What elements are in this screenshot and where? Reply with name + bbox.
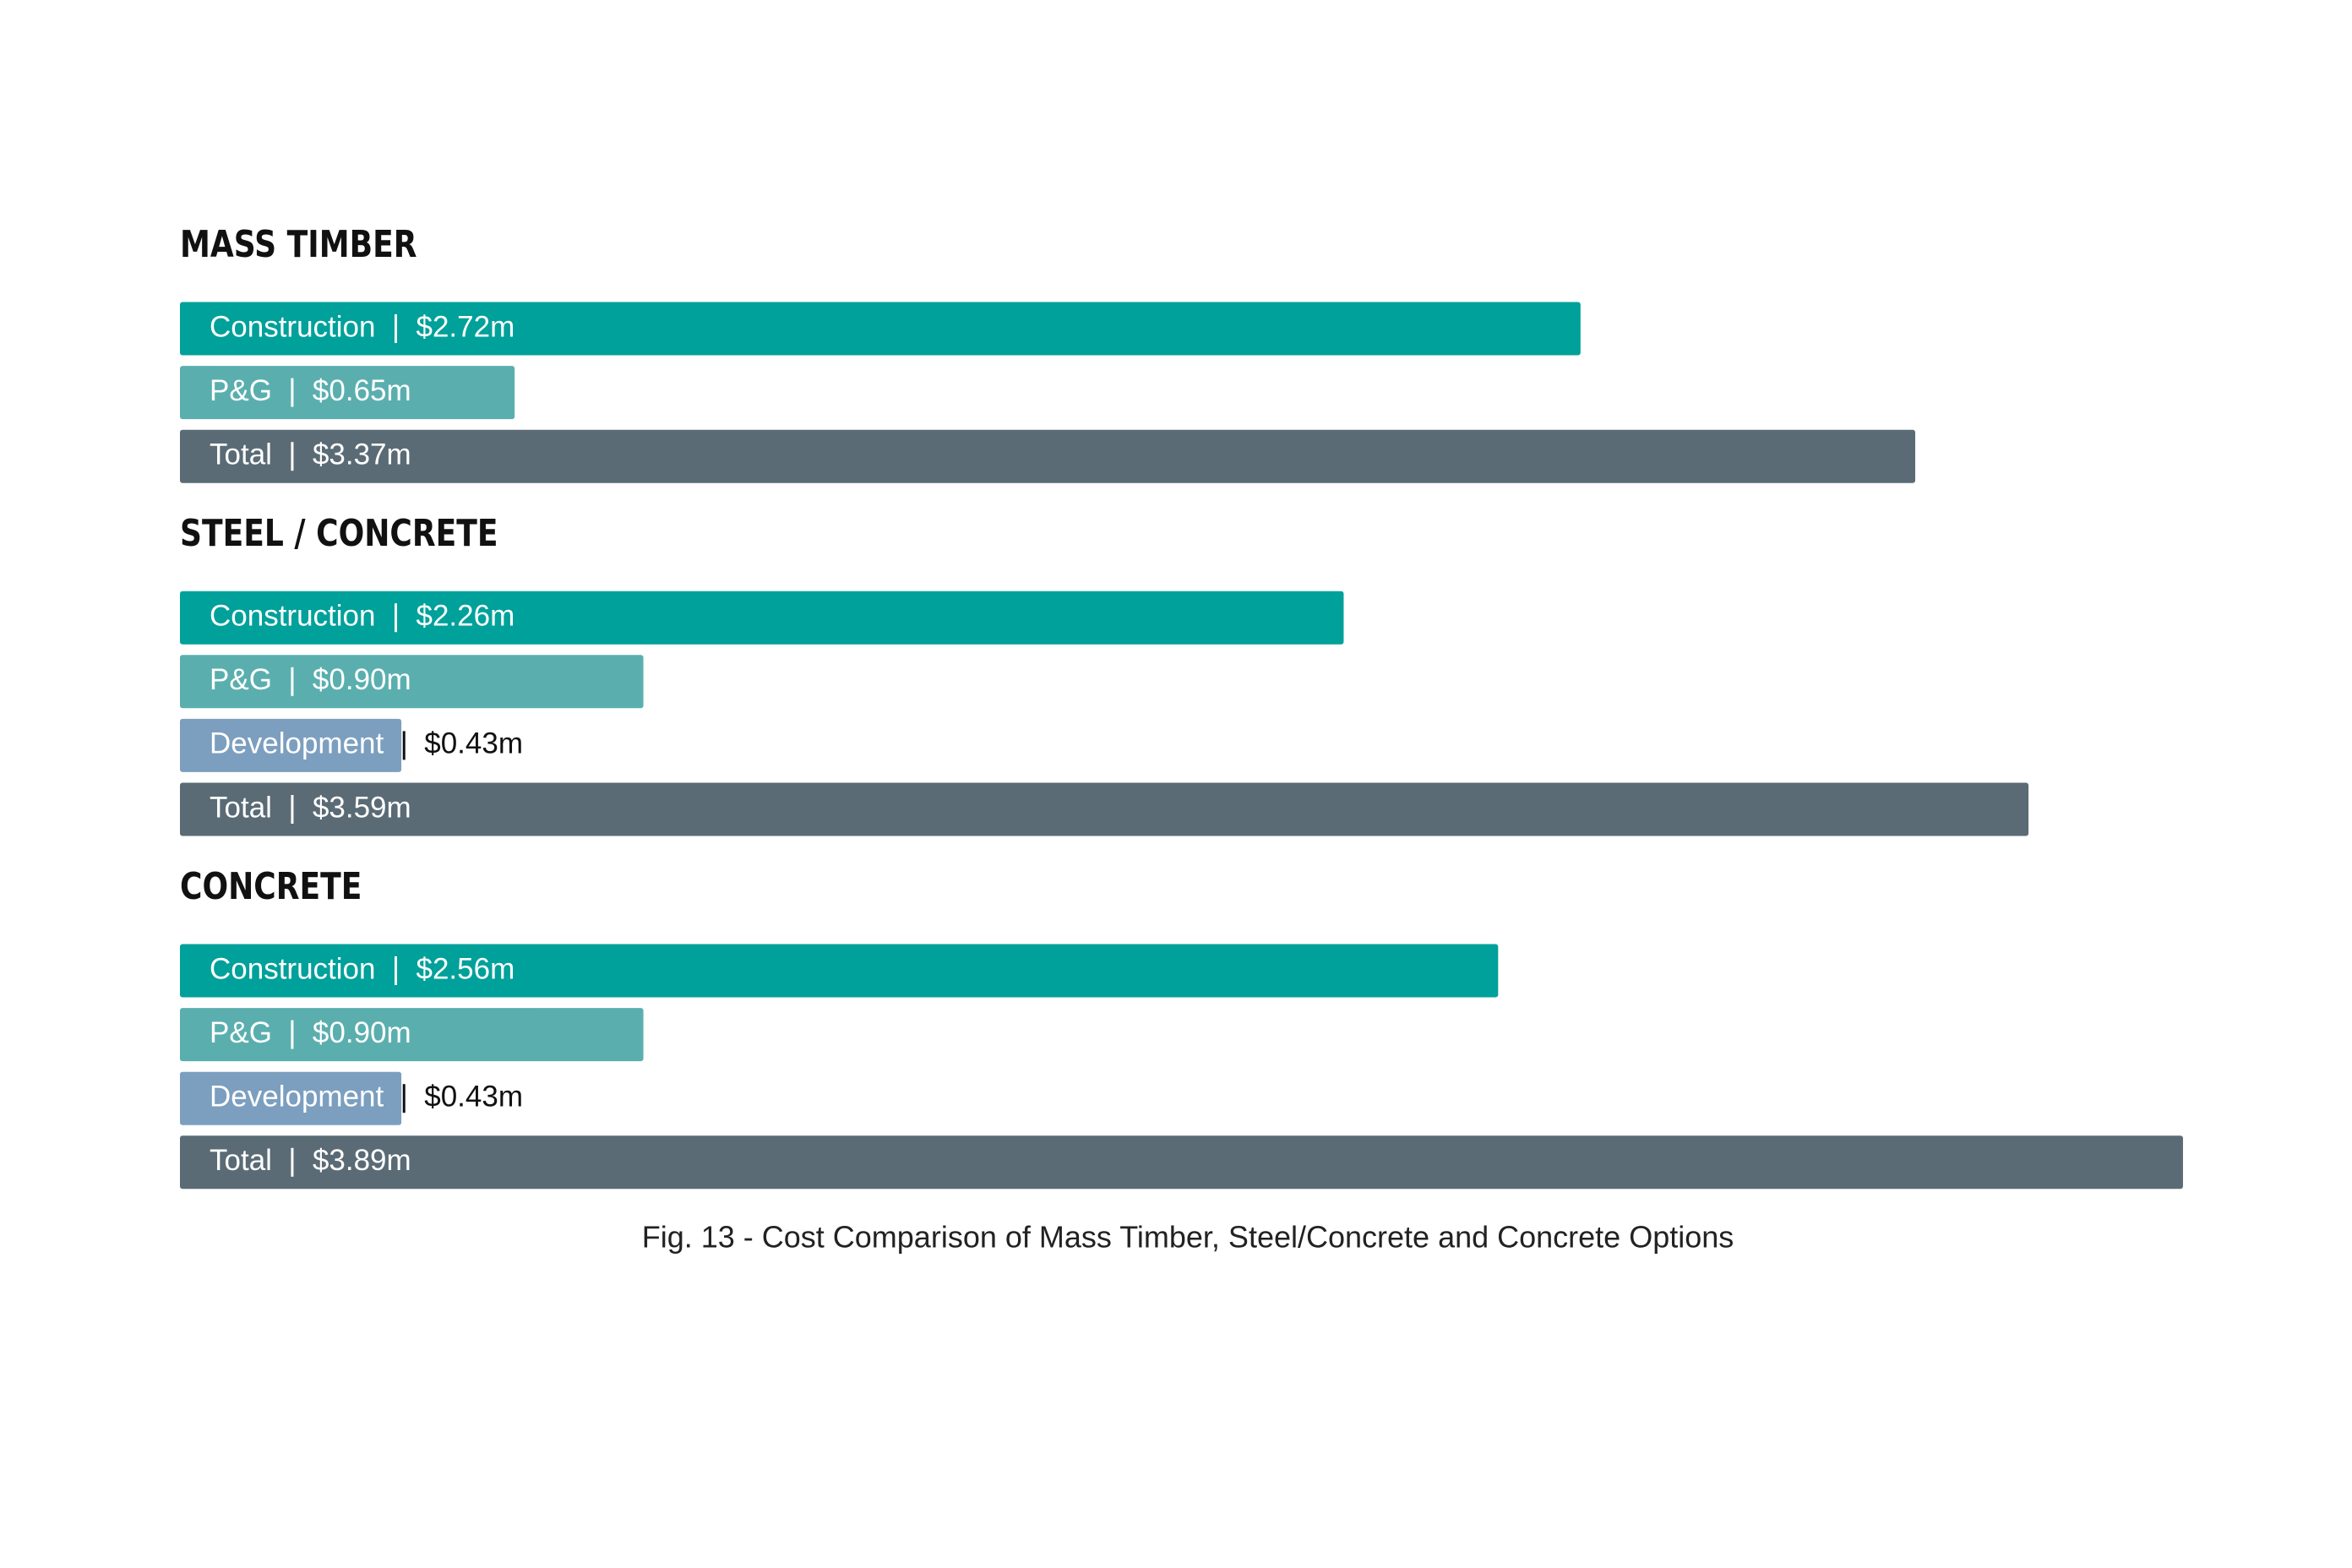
bar-label: Development [210, 727, 384, 760]
value-label: $0.65m [313, 374, 411, 407]
bar [180, 782, 2029, 836]
bar-label: Total [210, 1144, 272, 1177]
bar [180, 591, 1344, 645]
value-label: $0.43m [424, 727, 523, 760]
bar [180, 944, 1499, 998]
bar [180, 366, 515, 420]
value-label: $3.59m [313, 791, 411, 824]
bar-label: Development [210, 1080, 384, 1113]
value-label: $2.26m [416, 599, 514, 632]
caption: Fig. 13 - Cost Comparison of Mass Timber… [642, 1220, 1734, 1255]
value-label: $0.90m [313, 1016, 411, 1049]
group-title: MASS TIMBER [180, 224, 417, 266]
bar-label: Construction [210, 310, 375, 343]
value-label: $0.90m [313, 663, 411, 696]
value-label: $2.56m [416, 952, 514, 985]
group-title: STEEL / CONCRETE [180, 513, 498, 555]
bar [180, 1135, 2183, 1190]
bar [180, 429, 1916, 483]
bar-label: Total [210, 438, 272, 471]
bar [180, 655, 644, 709]
bar-label: Total [210, 791, 272, 824]
bar [180, 302, 1581, 356]
group-title: CONCRETE [180, 866, 362, 908]
value-label: $2.72m [416, 310, 514, 343]
bar [180, 718, 402, 772]
value-label: $0.43m [424, 1080, 523, 1113]
bar-label: P&G [210, 663, 272, 696]
bar [180, 1008, 644, 1062]
bar-label: P&G [210, 1016, 272, 1049]
bar-label: Construction [210, 952, 375, 985]
bar [180, 1071, 402, 1125]
bar-label: P&G [210, 374, 272, 407]
value-label: $3.89m [313, 1144, 411, 1177]
bar-label: Construction [210, 599, 375, 632]
value-label: $3.37m [313, 438, 411, 471]
